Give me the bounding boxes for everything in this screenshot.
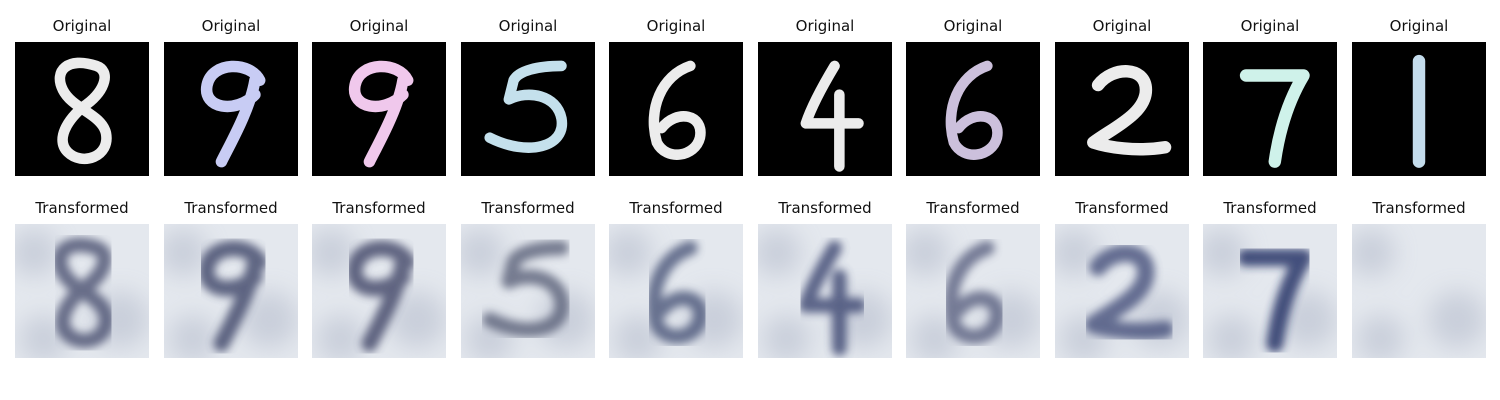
transformed-title-8: Transformed [1075, 199, 1169, 217]
transformed-title-7: Transformed [926, 199, 1020, 217]
original-cell-10: Original [1352, 17, 1486, 176]
transformed-digit-stroke [346, 240, 416, 352]
transformed-title-5: Transformed [629, 199, 723, 217]
original-image-5 [609, 42, 743, 176]
digit-stroke [348, 60, 414, 168]
transformed-digit-stroke [1237, 248, 1313, 353]
transformed-digit-stroke [646, 240, 708, 345]
transformed-title-1: Transformed [35, 199, 129, 217]
digit-stroke [800, 60, 864, 172]
transformed-digit-stroke [798, 240, 866, 356]
original-title-2: Original [201, 17, 261, 35]
original-title-8: Original [1092, 17, 1152, 35]
transformed-cell-9: Transformed [1203, 199, 1337, 358]
original-cell-4: Original [461, 17, 595, 176]
original-title-3: Original [349, 17, 409, 35]
digit-stroke [1239, 69, 1310, 168]
original-cell-1: Original [15, 17, 149, 176]
transformed-title-2: Transformed [184, 199, 278, 217]
transformed-title-4: Transformed [481, 199, 575, 217]
transformed-image-1 [15, 224, 149, 358]
original-title-1: Original [52, 17, 112, 35]
transformed-title-6: Transformed [778, 199, 872, 217]
digit-stroke [54, 57, 112, 165]
digit-stroke [1087, 65, 1172, 156]
original-image-8 [1055, 42, 1189, 176]
digit-stroke [648, 60, 706, 160]
digit-stroke [200, 60, 266, 168]
original-cell-9: Original [1203, 17, 1337, 176]
transformed-title-9: Transformed [1223, 199, 1317, 217]
original-image-10 [1352, 42, 1486, 176]
original-title-7: Original [943, 17, 1003, 35]
transformed-digit-stroke [198, 240, 268, 352]
original-title-6: Original [795, 17, 855, 35]
transformed-cell-4: Transformed [461, 199, 595, 358]
original-title-10: Original [1389, 17, 1449, 35]
transformed-digit-stroke [1084, 244, 1174, 340]
original-cell-6: Original [758, 17, 892, 176]
original-cell-5: Original [609, 17, 743, 176]
original-title-4: Original [498, 17, 558, 35]
original-image-4 [461, 42, 595, 176]
transformed-cell-5: Transformed [609, 199, 743, 358]
original-image-2 [164, 42, 298, 176]
transformed-title-10: Transformed [1372, 199, 1466, 217]
original-image-1 [15, 42, 149, 176]
original-title-5: Original [646, 17, 706, 35]
original-image-9 [1203, 42, 1337, 176]
transformed-image-8 [1055, 224, 1189, 358]
transformed-image-5 [609, 224, 743, 358]
original-cell-2: Original [164, 17, 298, 176]
original-image-3 [312, 42, 446, 176]
digit-stroke [945, 60, 1003, 160]
transformed-image-10 [1352, 224, 1486, 358]
transformed-image-9 [1203, 224, 1337, 358]
transformed-digit-stroke [482, 240, 570, 338]
transformed-cell-7: Transformed [906, 199, 1040, 358]
transformed-cell-3: Transformed [312, 199, 446, 358]
transformed-image-3 [312, 224, 446, 358]
transformed-digit-stroke [943, 240, 1005, 345]
digit-stroke [484, 60, 568, 153]
original-title-9: Original [1240, 17, 1300, 35]
transformed-cell-1: Transformed [15, 199, 149, 358]
transformed-cell-6: Transformed [758, 199, 892, 358]
transformed-digit-stroke [52, 237, 114, 349]
transformed-image-4 [461, 224, 595, 358]
transformed-cell-8: Transformed [1055, 199, 1189, 358]
original-cell-8: Original [1055, 17, 1189, 176]
original-cell-7: Original [906, 17, 1040, 176]
original-cell-3: Original [312, 17, 446, 176]
original-image-7 [906, 42, 1040, 176]
transformed-image-7 [906, 224, 1040, 358]
transformed-cell-10: Transformed [1352, 199, 1486, 358]
transformed-cell-2: Transformed [164, 199, 298, 358]
transformed-title-3: Transformed [332, 199, 426, 217]
original-image-6 [758, 42, 892, 176]
transformed-image-6 [758, 224, 892, 358]
transformed-image-2 [164, 224, 298, 358]
